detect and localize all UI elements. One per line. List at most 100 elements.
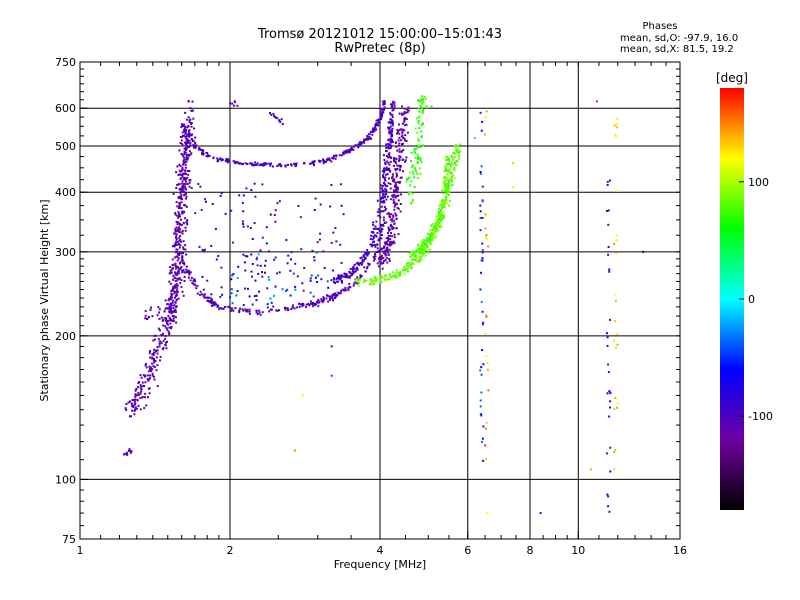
echo-point	[344, 276, 347, 279]
echo-point	[187, 173, 190, 176]
echo-point	[181, 182, 184, 185]
echo-point	[289, 269, 292, 272]
echo-point	[126, 452, 129, 455]
echo-point	[300, 248, 303, 251]
echo-point	[615, 234, 618, 237]
echo-point	[369, 237, 372, 240]
echo-point	[230, 292, 233, 295]
echo-point	[486, 362, 489, 365]
echo-point	[442, 214, 445, 217]
echo-point	[392, 102, 395, 105]
y-tick-label: 400	[55, 186, 76, 199]
echo-point	[236, 104, 239, 107]
echo-point	[144, 314, 147, 317]
echo-point	[353, 145, 356, 148]
echo-point	[371, 238, 374, 241]
echo-point	[407, 191, 410, 194]
echo-point	[295, 162, 298, 165]
echo-point	[393, 105, 396, 108]
echo-point	[437, 211, 440, 214]
echo-point	[383, 159, 386, 161]
echo-point	[378, 118, 381, 121]
echo-point	[176, 284, 179, 287]
echo-point	[261, 271, 263, 274]
echo-point	[387, 226, 390, 229]
echo-point	[333, 154, 335, 157]
echo-point	[215, 258, 218, 261]
echo-point	[180, 201, 183, 204]
echo-point	[383, 221, 386, 224]
echo-point	[237, 162, 240, 165]
echo-point	[438, 222, 441, 224]
echo-point	[402, 149, 405, 152]
echo-point	[386, 250, 389, 253]
echo-point	[382, 210, 385, 213]
echo-point	[195, 287, 198, 290]
echo-point	[380, 116, 382, 119]
echo-point	[178, 231, 181, 234]
echo-point	[201, 293, 204, 296]
echo-point	[270, 162, 272, 165]
echo-point	[616, 126, 619, 129]
echo-point	[269, 213, 272, 216]
echo-point	[258, 311, 261, 314]
echo-point	[379, 197, 382, 200]
chart-subtitle: RwPretec (8p)	[334, 41, 426, 56]
echo-point	[259, 264, 262, 267]
echo-point	[219, 295, 222, 298]
echo-point	[183, 127, 186, 130]
echo-point	[444, 187, 447, 190]
echo-point	[144, 317, 147, 320]
echo-point	[377, 119, 380, 122]
echo-point	[345, 276, 348, 278]
echo-point	[361, 261, 364, 264]
echo-point	[417, 155, 420, 158]
echo-point	[175, 248, 178, 251]
echo-point	[302, 162, 305, 165]
echo-point	[161, 348, 164, 351]
echo-point	[129, 451, 132, 454]
echo-point	[327, 300, 330, 303]
echo-point	[312, 160, 315, 163]
echo-point	[391, 177, 394, 180]
echo-point	[393, 159, 395, 161]
echo-point	[338, 154, 341, 157]
echo-point	[398, 274, 401, 277]
echo-point	[287, 163, 289, 166]
echo-point	[180, 231, 183, 234]
echo-point	[608, 270, 611, 273]
echo-point	[608, 390, 611, 393]
echo-point	[435, 235, 438, 238]
echo-point	[182, 240, 185, 243]
echo-point	[417, 261, 420, 263]
echo-point	[416, 153, 419, 156]
echo-point	[481, 323, 484, 326]
echo-point	[387, 139, 390, 142]
colorbar-label: [deg]	[716, 71, 748, 85]
echo-point	[393, 205, 396, 208]
echo-point	[409, 191, 412, 193]
echo-point	[434, 230, 437, 233]
echo-point	[420, 130, 423, 133]
echo-point	[418, 167, 421, 170]
echo-point	[133, 398, 136, 401]
echo-point	[185, 192, 187, 195]
echo-point	[245, 310, 248, 313]
echo-point	[175, 237, 178, 240]
echo-point	[392, 216, 395, 219]
echo-point	[422, 252, 425, 255]
echo-point	[479, 210, 482, 213]
echo-point	[181, 154, 184, 157]
echo-point	[417, 120, 420, 123]
echo-point	[606, 184, 609, 186]
echo-point	[398, 150, 401, 153]
echo-point	[348, 282, 351, 285]
echo-point	[169, 305, 172, 308]
echo-point	[280, 118, 283, 121]
echo-point	[485, 235, 488, 238]
echo-point	[386, 248, 389, 251]
echo-point	[378, 265, 380, 268]
echo-point	[330, 184, 333, 186]
echo-point	[330, 279, 333, 282]
echo-point	[316, 281, 319, 283]
